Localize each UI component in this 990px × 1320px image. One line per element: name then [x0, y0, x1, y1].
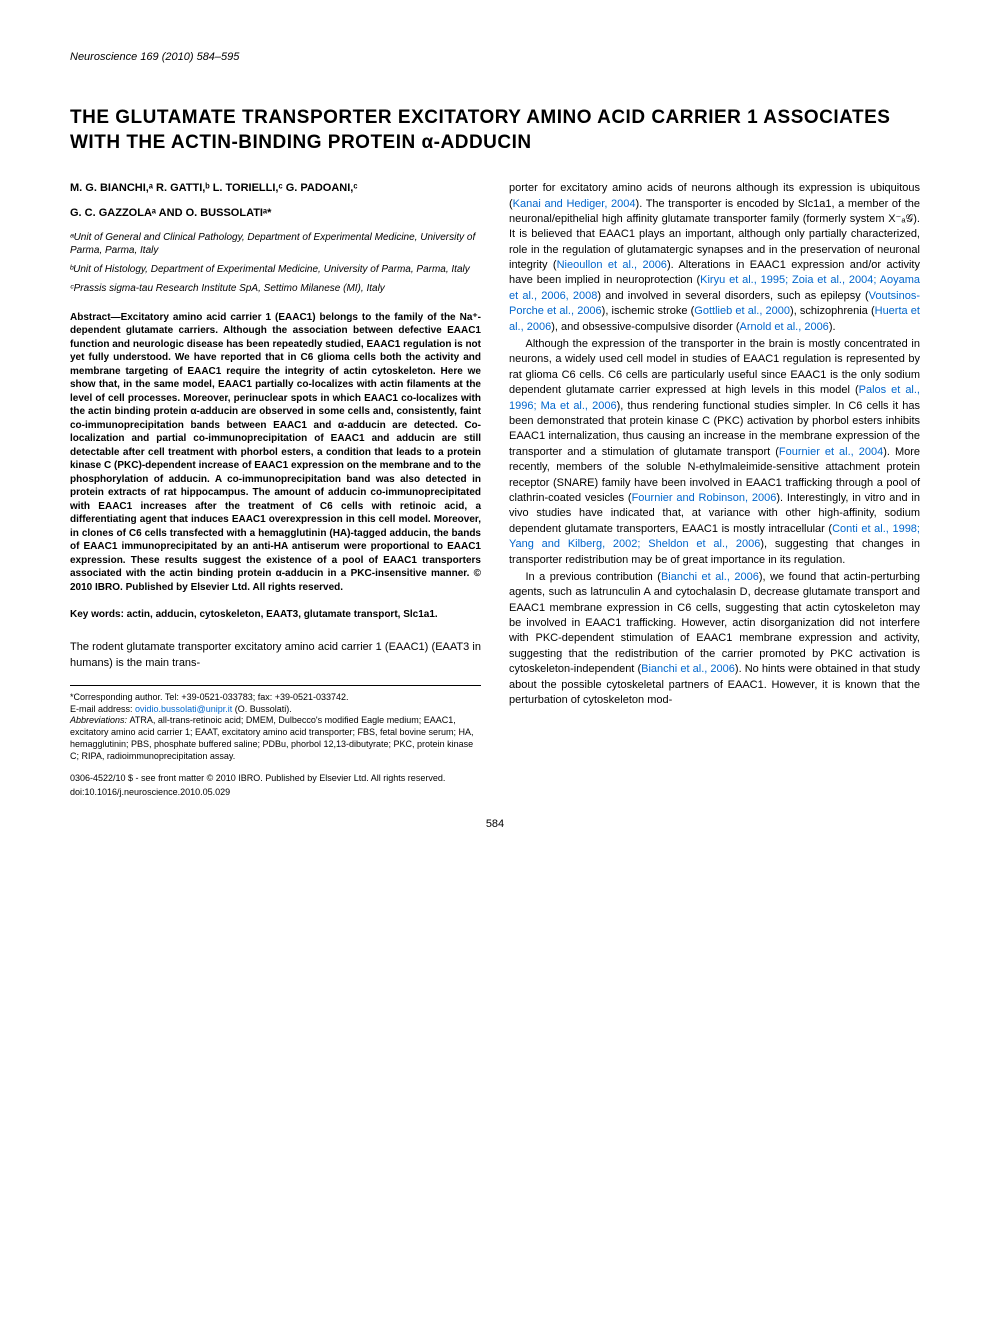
intro-paragraph: The rodent glutamate transporter excitat… [70, 640, 481, 671]
body-para-1: porter for excitatory amino acids of neu… [509, 181, 920, 335]
ref-fournier04[interactable]: Fournier et al., 2004 [779, 446, 883, 458]
ref-nieoullon[interactable]: Nieoullon et al., 2006 [557, 259, 667, 271]
ref-fournier06[interactable]: Fournier and Robinson, 2006 [632, 492, 777, 504]
ref-bianchi-b[interactable]: Bianchi et al., 2006 [641, 663, 735, 675]
abbrev-text: ATRA, all-trans-retinoic acid; DMEM, Dul… [70, 715, 474, 760]
body-para-2: Although the expression of the transport… [509, 337, 920, 568]
text-1g: ), and obsessive-compulsive disorder ( [551, 321, 739, 333]
text-3a: In a previous contribution ( [526, 571, 661, 583]
copyright-line: 0306-4522/10 $ - see front matter © 2010… [70, 772, 920, 784]
authors-line-1: M. G. BIANCHI,ᵃ R. GATTI,ᵇ L. TORIELLI,ᶜ… [70, 181, 481, 196]
doi-line: doi:10.1016/j.neuroscience.2010.05.029 [70, 786, 920, 798]
text-1e: ), ischemic stroke ( [602, 305, 695, 317]
page-number: 584 [70, 817, 920, 832]
ref-bianchi-a[interactable]: Bianchi et al., 2006 [661, 571, 759, 583]
abstract-text: Abstract—Excitatory amino acid carrier 1… [70, 311, 481, 595]
ref-kanai[interactable]: Kanai and Hediger, 2004 [513, 198, 636, 210]
email-suffix: (O. Bussolati). [232, 704, 292, 714]
ref-arnold[interactable]: Arnold et al., 2006 [740, 321, 829, 333]
email-line: E-mail address: ovidio.bussolati@unipr.i… [70, 704, 481, 716]
journal-citation: Neuroscience 169 (2010) 584–595 [70, 50, 920, 65]
right-column: porter for excitatory amino acids of neu… [509, 181, 920, 762]
text-1h: ). [829, 321, 836, 333]
text-3b: ), we found that actin-perturbing agents… [509, 571, 920, 675]
authors-line-2: G. C. GAZZOLAᵃ AND O. BUSSOLATIᵃ* [70, 206, 481, 221]
affiliation-b: ᵇUnit of Histology, Department of Experi… [70, 263, 481, 276]
text-1d: ) and involved in several disorders, suc… [597, 290, 868, 302]
abbreviations: Abbreviations: ATRA, all-trans-retinoic … [70, 715, 481, 762]
body-para-3: In a previous contribution (Bianchi et a… [509, 570, 920, 709]
corresponding-author: *Corresponding author. Tel: +39-0521-033… [70, 692, 481, 704]
email-label: E-mail address: [70, 704, 135, 714]
affiliation-a: ᵃUnit of General and Clinical Pathology,… [70, 231, 481, 257]
left-column: M. G. BIANCHI,ᵃ R. GATTI,ᵇ L. TORIELLI,ᶜ… [70, 181, 481, 762]
article-title: THE GLUTAMATE TRANSPORTER EXCITATORY AMI… [70, 105, 920, 156]
email-address[interactable]: ovidio.bussolati@unipr.it [135, 704, 232, 714]
ref-gottlieb[interactable]: Gottlieb et al., 2000 [694, 305, 790, 317]
footnote-divider [70, 685, 481, 686]
abbrev-label: Abbreviations: [70, 715, 130, 725]
text-1f: ), schizophrenia ( [790, 305, 875, 317]
keywords-text: Key words: actin, adducin, cytoskeleton,… [70, 608, 481, 622]
affiliation-c: ᶜPrassis sigma-tau Research Institute Sp… [70, 282, 481, 295]
